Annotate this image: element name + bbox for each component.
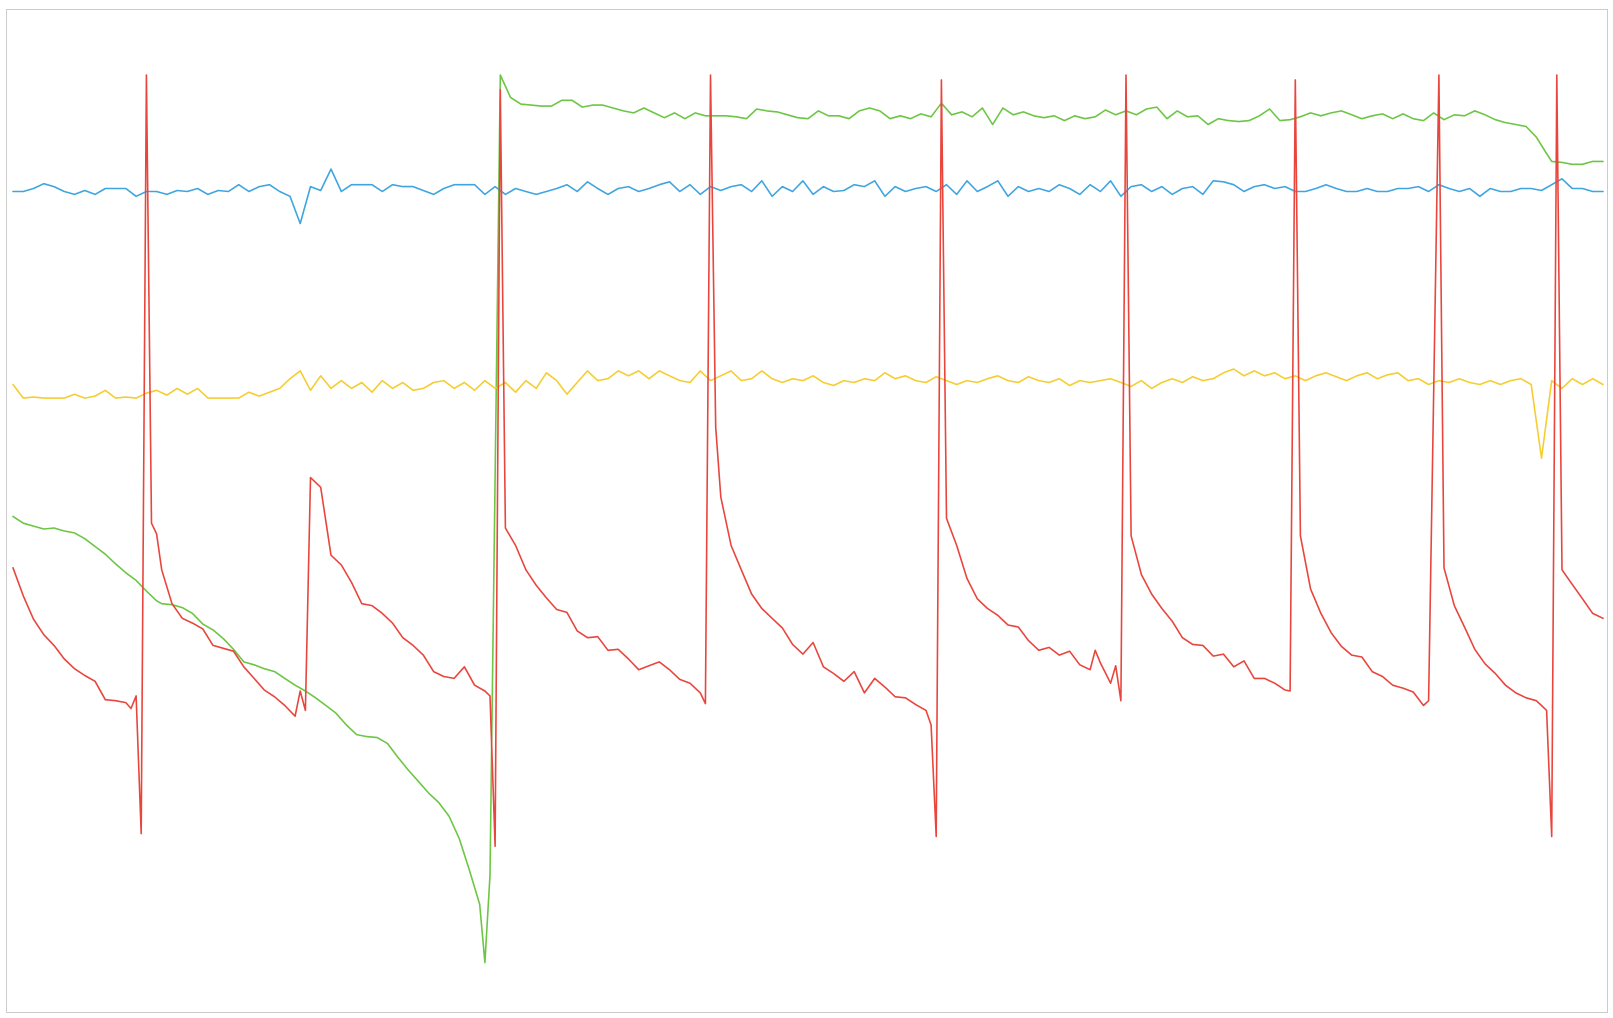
chart-plot (12, 74, 1604, 964)
series-line-3 (12, 368, 1604, 460)
series-layer (12, 74, 1604, 964)
chart-frame (6, 9, 1608, 1013)
series-line-2 (12, 168, 1604, 225)
series-line-1 (12, 74, 1604, 964)
series-line-4 (12, 74, 1604, 848)
